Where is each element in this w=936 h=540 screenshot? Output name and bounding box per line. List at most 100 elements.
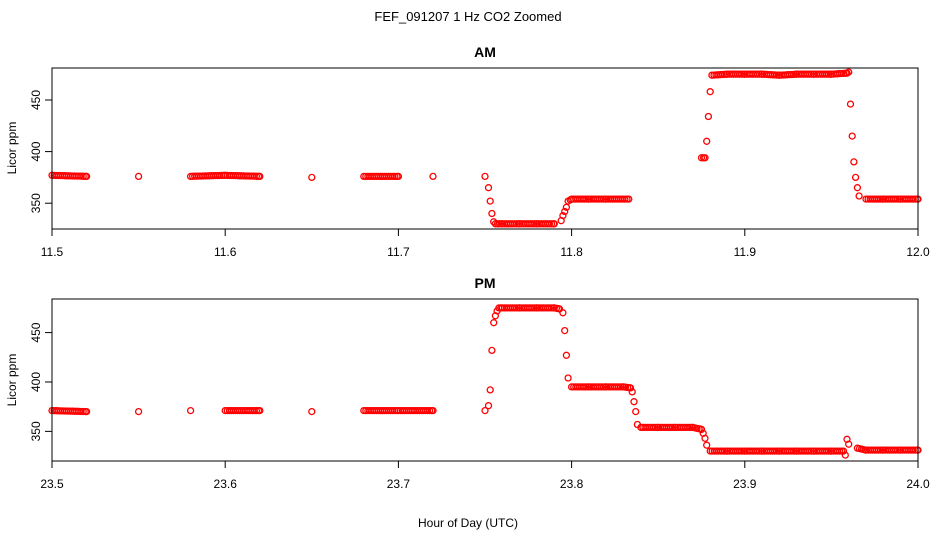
pm-x-tick-label: 23.9 xyxy=(733,477,757,491)
am-y-tick-label: 450 xyxy=(29,90,43,110)
am-y-tick-label: 400 xyxy=(29,141,43,161)
pm-data-point xyxy=(630,398,638,406)
am-x-tick-label: 11.6 xyxy=(214,245,237,259)
pm-data-point xyxy=(841,451,849,459)
am-data-point xyxy=(824,70,833,78)
pm-data-point xyxy=(839,447,848,455)
am-y-tick-label: 350 xyxy=(29,193,43,213)
pm-data-point xyxy=(669,423,677,432)
pm-y-tick-label: 450 xyxy=(29,322,43,342)
am-y-axis: 350 400 450 xyxy=(29,90,52,213)
am-data-point xyxy=(429,172,437,181)
am-data-point xyxy=(697,154,706,162)
pm-data-point xyxy=(892,446,900,454)
am-data-point xyxy=(308,173,316,182)
pm-data-point xyxy=(738,447,746,455)
am-data-point xyxy=(738,70,746,78)
pm-data-point xyxy=(256,406,264,415)
pm-data-point xyxy=(308,407,316,416)
am-data-point xyxy=(488,209,496,218)
am-data-point xyxy=(850,158,858,166)
am-data-point xyxy=(807,70,815,78)
pm-plot-frame xyxy=(51,298,919,462)
pm-data-point xyxy=(561,326,569,335)
pm-data-point xyxy=(788,447,796,455)
pm-data-point xyxy=(547,304,556,312)
pm-data-point xyxy=(845,440,853,448)
pm-data-point xyxy=(484,402,493,410)
am-data-point xyxy=(530,220,538,228)
am-data-point xyxy=(704,112,713,121)
am-data-point xyxy=(846,100,855,108)
am-data-point xyxy=(625,195,633,203)
am-data-point xyxy=(545,220,554,228)
am-data-point xyxy=(547,220,556,228)
am-data-point xyxy=(256,172,264,181)
pm-data-point xyxy=(564,374,572,382)
pm-data-point xyxy=(617,383,625,391)
pm-data-point xyxy=(632,407,640,416)
am-x-tick-label: 11.7 xyxy=(387,245,410,259)
am-data-point xyxy=(550,220,558,228)
am-data-point xyxy=(79,172,87,180)
pm-y-tick-label: 400 xyxy=(29,372,43,392)
am-data-point xyxy=(805,70,813,78)
am-plot-frame xyxy=(51,67,919,230)
pm-data-point xyxy=(486,386,494,394)
am-y-axis-label: Licor ppm xyxy=(5,122,19,175)
pm-data-point xyxy=(425,406,434,415)
am-data-point xyxy=(853,184,862,192)
pm-data-point xyxy=(805,447,813,455)
am-data-point xyxy=(134,172,143,181)
pm-x-tick-label: 23.6 xyxy=(214,477,238,491)
pm-data-point xyxy=(894,446,902,454)
am-x-tick-label: 12.0 xyxy=(906,245,930,259)
am-data-point xyxy=(394,172,403,181)
x-axis-label: Hour of Day (UTC) xyxy=(418,516,518,530)
am-data-point xyxy=(82,172,91,181)
pm-data-point xyxy=(721,447,729,455)
pm-x-tick-label: 24.0 xyxy=(906,477,930,491)
pm-data-point xyxy=(134,407,143,416)
pm-data-point xyxy=(488,346,496,355)
am-points xyxy=(48,68,922,228)
pm-data-point xyxy=(628,388,636,396)
pm-data-point xyxy=(481,406,489,415)
pm-x-tick-label: 23.7 xyxy=(387,477,411,491)
pm-data-point xyxy=(684,423,692,432)
pm-data-point xyxy=(597,383,606,391)
pm-panel: PM Licor ppm 23.5 23.6 23.7 23.8 23.9 24.0 35… xyxy=(5,275,930,491)
am-data-point xyxy=(484,184,493,192)
am-x-tick-label: 11.9 xyxy=(734,245,757,259)
pm-data-point xyxy=(562,351,571,359)
pm-x-axis: 23.5 23.6 23.7 23.8 23.9 24.0 xyxy=(40,461,930,491)
pm-data-point xyxy=(874,446,883,454)
am-data-point xyxy=(252,172,261,180)
pm-data-point xyxy=(82,407,91,416)
pm-data-point xyxy=(511,304,519,312)
pm-data-point xyxy=(530,304,538,312)
pm-data-point xyxy=(429,406,437,415)
am-data-point xyxy=(597,195,606,203)
pm-data-point xyxy=(528,304,536,312)
am-data-point xyxy=(486,197,494,205)
pm-x-tick-label: 23.8 xyxy=(560,477,584,491)
pm-data-point xyxy=(490,319,498,327)
pm-x-tick-label: 23.5 xyxy=(40,477,64,491)
am-data-point xyxy=(874,195,883,203)
am-data-point xyxy=(528,220,536,228)
am-data-point xyxy=(391,172,399,181)
pm-data-point xyxy=(615,383,623,391)
pm-data-point xyxy=(701,434,709,442)
pm-data-point xyxy=(718,447,727,455)
am-data-point xyxy=(559,211,567,220)
pm-data-point xyxy=(697,425,706,434)
pm-data-point xyxy=(876,446,885,454)
pm-data-point xyxy=(545,304,554,312)
figure-title: FEF_091207 1 Hz CO2 Zoomed xyxy=(374,9,561,24)
pm-data-point xyxy=(651,423,660,432)
am-data-point xyxy=(848,132,856,140)
pm-data-point xyxy=(559,309,567,317)
am-panel-title: AM xyxy=(474,44,496,60)
